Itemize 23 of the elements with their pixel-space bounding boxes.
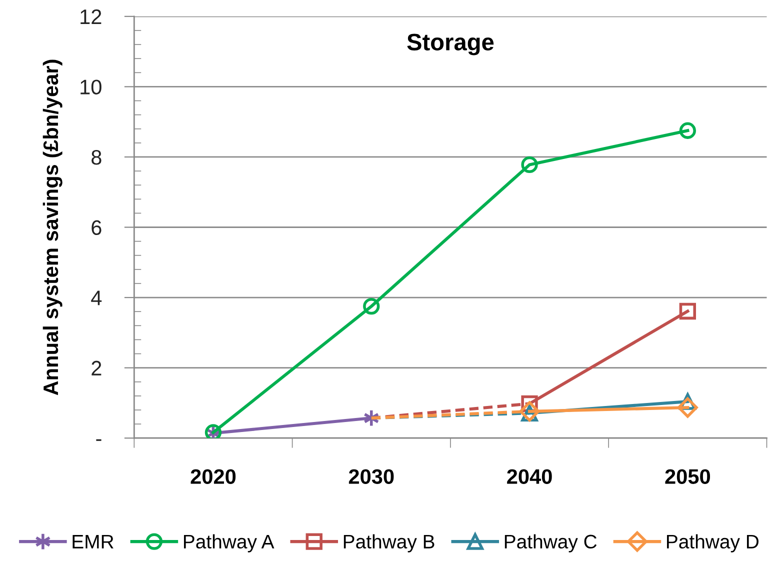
legend-label: Pathway D — [667, 534, 758, 552]
x-tick-label: 2050 — [665, 469, 710, 484]
y-tick-label: - — [96, 439, 102, 441]
legend-label: Pathway C — [504, 534, 597, 552]
y-tick-label: 12 — [80, 9, 102, 24]
y-tick-label: 10 — [80, 80, 102, 94]
x-tick-label: 2040 — [507, 469, 552, 484]
point — [677, 397, 698, 418]
y-tick-label: 4 — [91, 290, 102, 306]
text: Storage — [407, 34, 494, 56]
y-tick-label: 8 — [92, 150, 102, 165]
legend-label: Pathway B — [344, 534, 434, 552]
y-tick-label: 6 — [92, 220, 102, 236]
x-tick-label: 2020 — [190, 469, 236, 484]
point — [679, 122, 696, 139]
point — [679, 302, 696, 320]
y-axis-title: Annual system savings (£bn/year) — [42, 60, 62, 396]
legend-label: Pathway A — [184, 534, 274, 552]
y-tick-label: 2 — [92, 360, 102, 376]
legend-label: EMR — [72, 534, 114, 548]
point — [521, 156, 538, 174]
point — [363, 298, 380, 315]
x-tick-label: 2030 — [348, 469, 394, 484]
